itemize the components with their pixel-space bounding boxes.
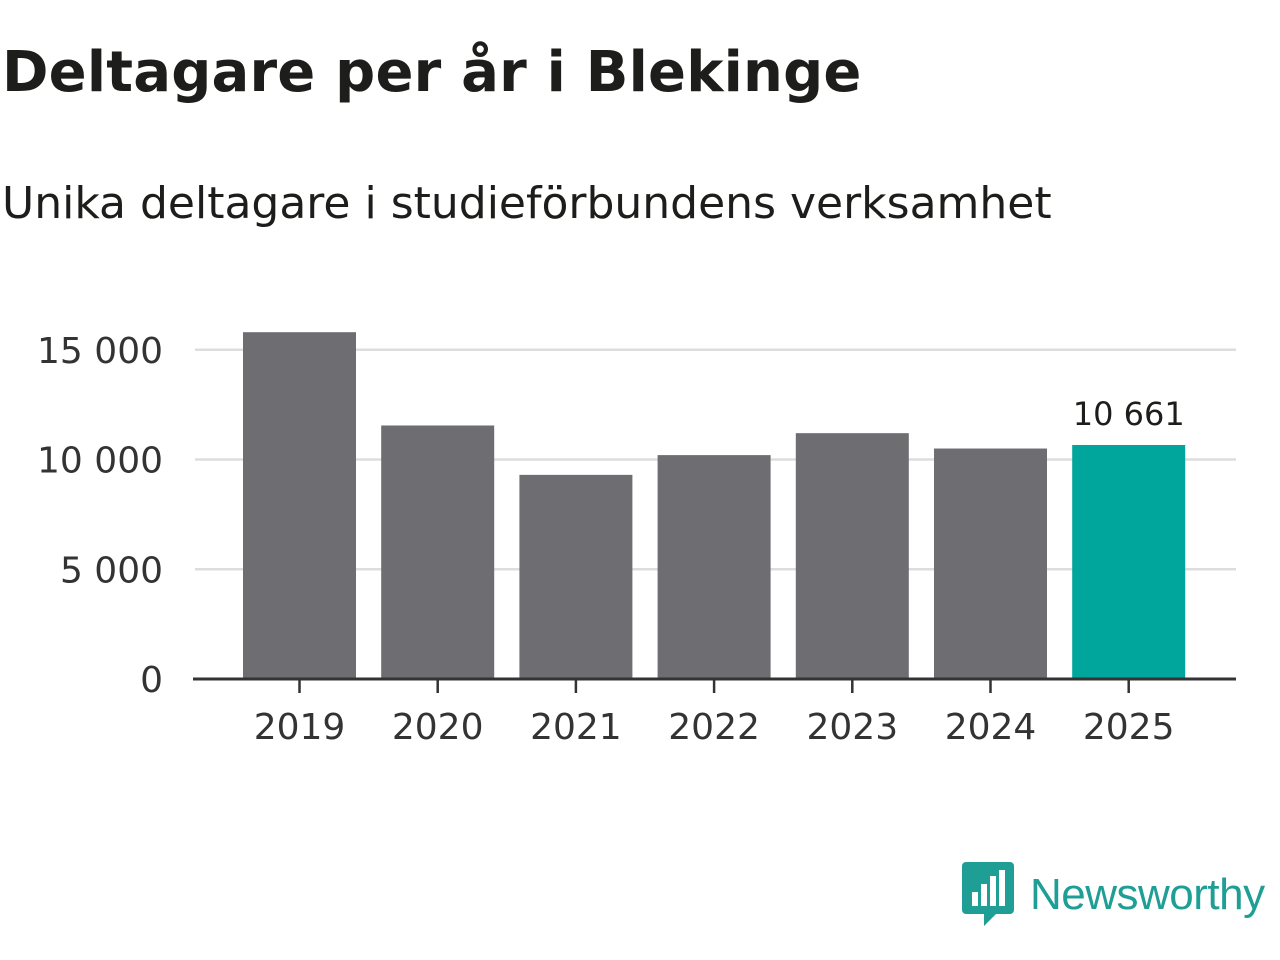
bar-2023	[795, 433, 909, 679]
data-label: 10 661	[1073, 395, 1185, 433]
bar-2020	[381, 425, 495, 679]
bar-2022	[657, 455, 771, 679]
x-tick-label: 2022	[668, 707, 760, 748]
bar-2024	[934, 448, 1047, 679]
x-tick-label: 2019	[254, 707, 346, 748]
y-tick-label: 5 000	[60, 550, 163, 591]
chart-title: Deltagare per år i Blekinge	[2, 40, 862, 105]
bar-2021	[519, 474, 633, 679]
brand-logo: Newsworthy	[962, 862, 1265, 928]
x-tick-label: 2024	[945, 707, 1037, 748]
y-tick-label: 15 000	[37, 331, 163, 372]
x-tick-label: 2025	[1083, 707, 1175, 748]
chart-subtitle: Unika deltagare i studieförbundens verks…	[2, 178, 1052, 229]
bar-2019	[243, 332, 356, 679]
x-tick-label: 2023	[806, 707, 898, 748]
y-tick-label: 0	[140, 660, 163, 701]
newsworthy-logo-icon	[962, 862, 1014, 926]
brand-name: Newsworthy	[1030, 870, 1265, 919]
x-tick-label: 2020	[392, 707, 484, 748]
bar-2025	[1072, 444, 1186, 679]
y-tick-label: 10 000	[37, 441, 163, 482]
x-tick-label: 2021	[530, 707, 622, 748]
